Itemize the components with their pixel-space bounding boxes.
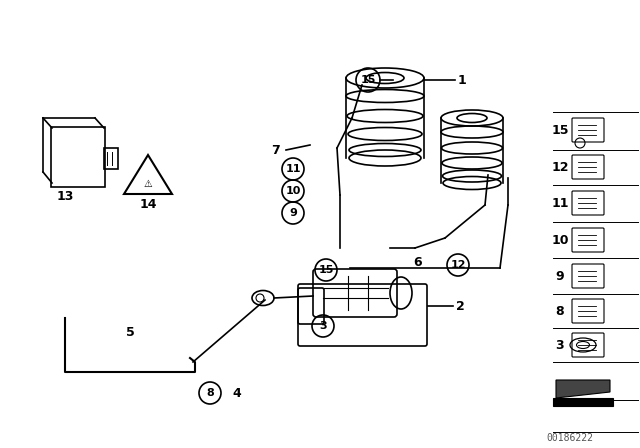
Text: 13: 13	[56, 190, 74, 202]
Text: 9: 9	[556, 270, 564, 283]
Text: ⚠: ⚠	[143, 179, 152, 189]
Text: 00186222: 00186222	[547, 433, 593, 443]
Text: 2: 2	[456, 300, 465, 313]
Text: 12: 12	[451, 260, 466, 270]
Text: 5: 5	[125, 326, 134, 339]
Text: 10: 10	[285, 186, 301, 196]
Text: 6: 6	[413, 255, 422, 268]
Text: 15: 15	[318, 265, 333, 275]
Text: 4: 4	[232, 387, 241, 400]
Text: 8: 8	[556, 305, 564, 318]
Text: 11: 11	[285, 164, 301, 174]
Text: 12: 12	[551, 160, 569, 173]
Text: 7: 7	[271, 143, 280, 156]
Text: 1: 1	[458, 73, 467, 86]
Text: 15: 15	[551, 124, 569, 137]
Text: 14: 14	[140, 198, 157, 211]
Text: 8: 8	[206, 388, 214, 398]
Text: 3: 3	[319, 321, 327, 331]
Text: 3: 3	[556, 339, 564, 352]
Text: 15: 15	[360, 75, 376, 85]
Polygon shape	[553, 398, 613, 406]
Text: 9: 9	[289, 208, 297, 218]
Polygon shape	[556, 380, 610, 398]
Text: 11: 11	[551, 197, 569, 210]
Text: 10: 10	[551, 233, 569, 246]
